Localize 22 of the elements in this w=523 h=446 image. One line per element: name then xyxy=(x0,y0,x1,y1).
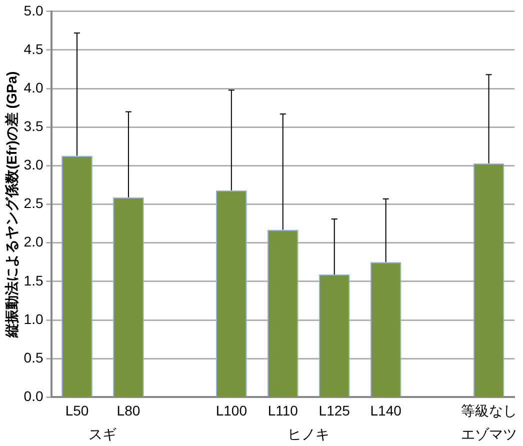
text: エゾマツ xyxy=(460,426,517,442)
text: スギ xyxy=(88,426,117,442)
y-tick-label: 2.5 xyxy=(24,195,44,212)
y-tick-label: 0.5 xyxy=(24,349,44,366)
x-tick-label: L100 xyxy=(216,402,248,418)
y-tick-label: 4.0 xyxy=(24,79,44,96)
x-tick-label: L110 xyxy=(268,402,298,418)
y-tick-label: 1.5 xyxy=(24,272,44,288)
x-tick-label: L50 xyxy=(65,402,89,418)
x-tick-label: L125 xyxy=(318,402,350,418)
y-tick-label: 2.0 xyxy=(24,234,44,250)
x-tick-label: L80 xyxy=(116,402,140,418)
y-tick-label: 3.0 xyxy=(24,156,44,173)
y-tick-label: 5.0 xyxy=(24,2,44,18)
y-tick-label: 1.0 xyxy=(24,310,44,327)
y-tick-label: 4.5 xyxy=(24,40,44,57)
text: ヒノキ xyxy=(288,426,330,442)
y-tick-label: 3.5 xyxy=(24,118,44,134)
x-tick-label: L140 xyxy=(370,402,402,418)
x-tick-label: 等級なし xyxy=(460,402,517,418)
y-axis-title: 縦振動法によるヤング係数(Efr)の差 (GPa) xyxy=(3,71,20,338)
y-tick-label: 0.0 xyxy=(24,388,44,404)
